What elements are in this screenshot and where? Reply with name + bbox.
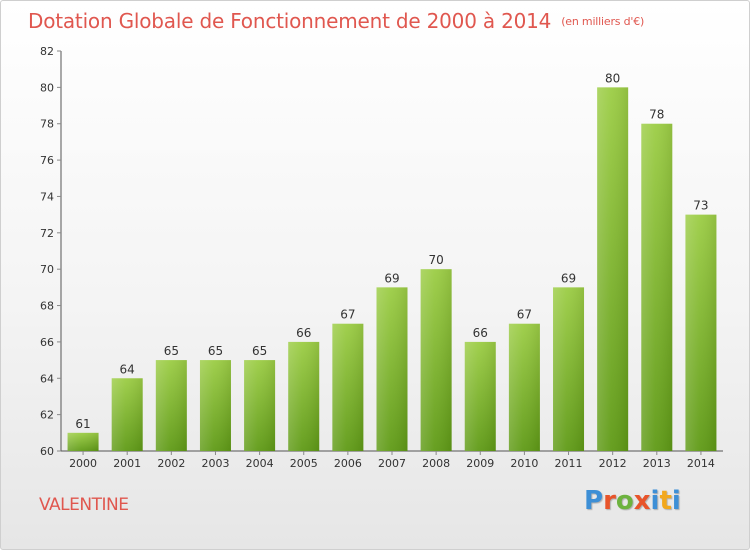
- chart-subtitle: (en milliers d'€): [561, 15, 645, 28]
- bar-shine-2009: [464, 341, 496, 451]
- bar-shine-2013: [641, 123, 673, 452]
- x-axis: 2000 2001 2002 2003 2004 2005 2006 2007 2008 2009…: [61, 450, 723, 470]
- y-tick-label: 70: [40, 263, 54, 276]
- data-label-2003: 65: [208, 344, 223, 358]
- y-tick-label: 76: [40, 154, 54, 167]
- logo-letter: t: [659, 486, 672, 516]
- logo-letter: i: [650, 486, 660, 516]
- x-tick-label: 2009: [466, 457, 494, 470]
- x-tick-label: 2014: [687, 457, 715, 470]
- x-tick-label: 2003: [201, 457, 229, 470]
- logo-letter: P: [584, 486, 604, 516]
- bar-shine-2012: [597, 87, 629, 451]
- y-tick-label: 60: [40, 445, 54, 458]
- chart-title-text: Dotation Globale de Fonctionnement de 20…: [28, 9, 552, 33]
- data-label-2010: 67: [517, 308, 532, 322]
- y-tick-label: 62: [40, 409, 54, 422]
- logo-letter: r: [603, 486, 616, 516]
- bar-shine-2007: [376, 287, 408, 451]
- bar-shine-2006: [332, 323, 364, 451]
- commune-name: VALENTINE: [39, 495, 129, 515]
- data-label-2006: 67: [340, 308, 355, 322]
- y-tick-label: 80: [40, 81, 54, 94]
- data-label-2008: 70: [428, 253, 443, 267]
- logo-letter: x: [633, 486, 651, 516]
- y-tick-label: 64: [40, 372, 54, 385]
- bar-shine-2010: [508, 323, 540, 451]
- y-tick-label: 74: [40, 190, 54, 203]
- bar-shine-2000: [67, 432, 99, 451]
- bar-shine-2014: [685, 214, 717, 451]
- bar-shine-2011: [553, 287, 585, 451]
- data-label-2004: 65: [252, 344, 267, 358]
- proxiti-logo[interactable]: Proxiti: [584, 486, 681, 516]
- bar-shine-2003: [199, 360, 231, 451]
- y-tick-label: 72: [40, 227, 54, 240]
- x-tick-label: 2010: [510, 457, 538, 470]
- data-label-2000: 61: [75, 417, 90, 431]
- bar-shine-2001: [111, 378, 143, 451]
- data-label-2009: 66: [473, 326, 488, 340]
- y-axis: 60 62 64 66 68 70 72 74 76 78 80 82: [40, 45, 62, 458]
- x-tick-label: 2012: [599, 457, 627, 470]
- y-tick-label: 78: [40, 118, 54, 131]
- bar-shine-2008: [420, 269, 452, 451]
- x-tick-label: 2006: [334, 457, 362, 470]
- data-label-2012: 80: [605, 71, 620, 85]
- bar-shine-2004: [244, 360, 276, 451]
- data-label-2005: 66: [296, 326, 311, 340]
- y-tick-label: 68: [40, 300, 54, 313]
- data-label-2002: 65: [164, 344, 179, 358]
- y-tick-label: 66: [40, 336, 54, 349]
- bar-shine-2005: [288, 341, 320, 451]
- bars: 61 64 65 65 65 66 67 69 70 66 67 69 80 78 73: [67, 71, 717, 452]
- x-tick-label: 2004: [246, 457, 274, 470]
- logo-letter: o: [615, 486, 634, 516]
- bar-shine-2002: [155, 360, 187, 451]
- x-tick-label: 2002: [157, 457, 185, 470]
- x-tick-label: 2005: [290, 457, 318, 470]
- chart-title: Dotation Globale de Fonctionnement de 20…: [28, 9, 644, 33]
- x-tick-label: 2013: [643, 457, 671, 470]
- x-tick-label: 2011: [555, 457, 583, 470]
- data-label-2001: 64: [120, 362, 135, 376]
- x-tick-label: 2007: [378, 457, 406, 470]
- x-tick-label: 2001: [113, 457, 141, 470]
- data-label-2013: 78: [649, 108, 664, 122]
- logo-letter: i: [671, 486, 681, 516]
- data-label-2011: 69: [561, 271, 576, 285]
- y-tick-label: 82: [40, 45, 54, 58]
- x-tick-label: 2008: [422, 457, 450, 470]
- x-tick-label: 2000: [69, 457, 97, 470]
- data-label-2014: 73: [693, 199, 708, 213]
- data-label-2007: 69: [384, 271, 399, 285]
